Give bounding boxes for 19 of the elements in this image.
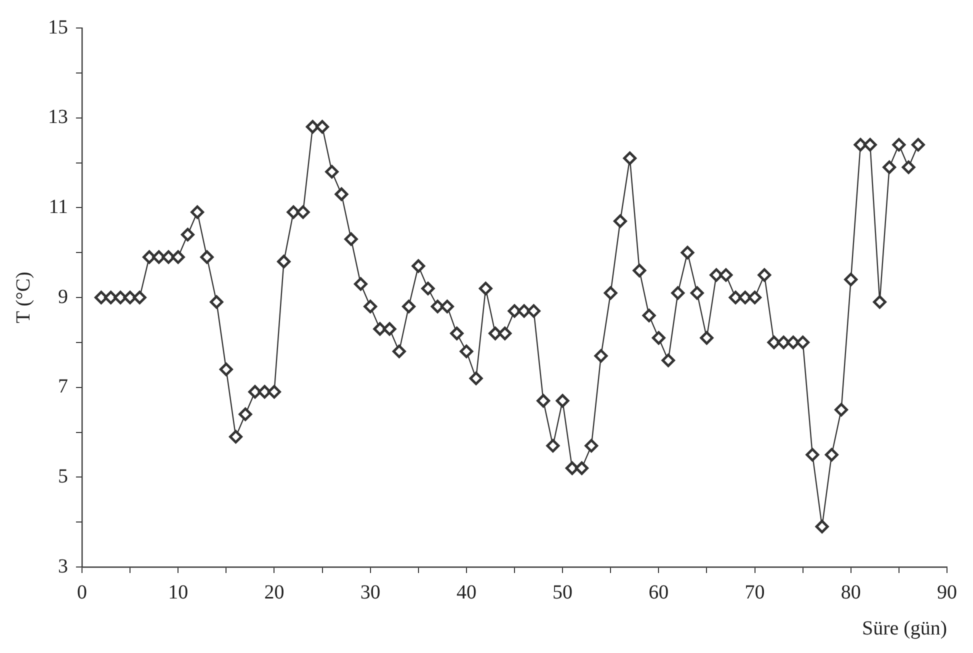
x-tick-label: 60 [648,581,669,604]
x-tick-label: 90 [937,581,957,604]
y-tick-label: 9 [58,286,68,308]
y-tick-label: 15 [48,16,68,38]
y-tick-label: 3 [58,555,68,578]
x-tick-label: 80 [840,581,861,604]
y-axis-title: T (°C) [12,272,34,324]
y-tick-label: 11 [48,196,68,218]
x-tick-label: 20 [264,581,284,604]
x-tick-label: 50 [552,581,573,604]
y-tick-label: 5 [58,465,68,488]
x-tick-label: 40 [456,581,476,604]
y-tick-label: 7 [58,376,68,398]
y-tick-label: 13 [48,106,68,128]
x-tick-label: 10 [168,581,188,604]
x-tick-label: 0 [77,581,87,604]
x-tick-label: 70 [744,581,765,604]
x-axis-title: Süre (gün) [862,617,947,640]
x-tick-label: 30 [360,581,380,604]
